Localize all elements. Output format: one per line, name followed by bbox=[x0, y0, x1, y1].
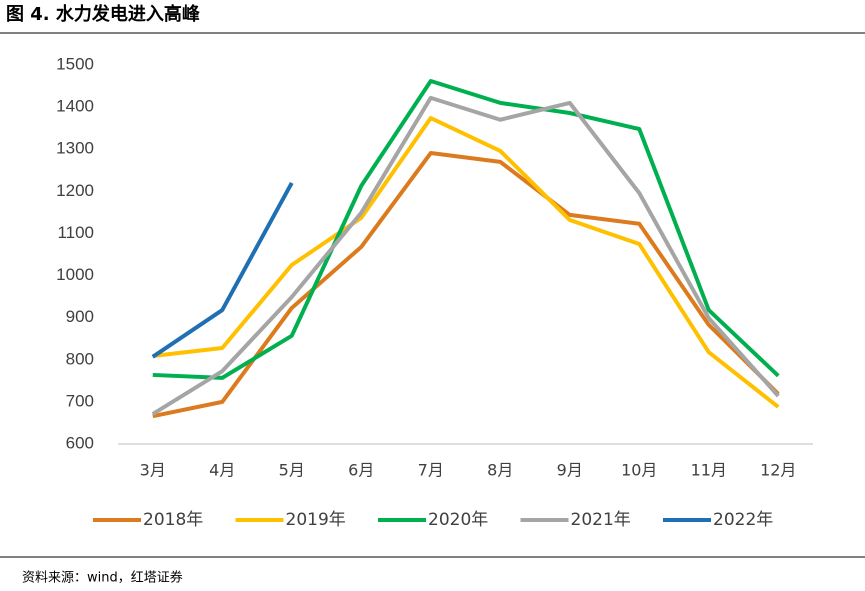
x-tick-label: 7月 bbox=[418, 461, 444, 480]
y-tick-label: 700 bbox=[66, 391, 94, 410]
legend-label: 2018年 bbox=[143, 510, 203, 530]
x-tick-label: 4月 bbox=[209, 461, 235, 480]
y-tick-label: 600 bbox=[66, 433, 94, 452]
y-tick-label: 1100 bbox=[57, 223, 94, 242]
series-line bbox=[152, 116, 780, 409]
y-tick-label: 1200 bbox=[56, 181, 94, 200]
chart-title: 图 4. 水力发电进入高峰 bbox=[6, 3, 201, 25]
legend-label: 2020年 bbox=[428, 510, 488, 530]
x-tick-label: 9月 bbox=[557, 461, 583, 480]
source: 资料来源：wind，红塔证券 bbox=[22, 570, 183, 586]
series-line bbox=[151, 95, 780, 416]
y-tick-label: 800 bbox=[66, 349, 94, 368]
x-tick-label: 10月 bbox=[621, 461, 657, 480]
legend-label: 2022年 bbox=[713, 510, 773, 530]
x-tick-label: 11月 bbox=[691, 461, 727, 480]
y-tick-label: 1300 bbox=[56, 139, 94, 158]
x-tick-label: 8月 bbox=[487, 461, 513, 480]
x-tick-label: 3月 bbox=[140, 461, 166, 480]
series-line bbox=[152, 151, 780, 419]
x-tick-label: 6月 bbox=[348, 461, 374, 480]
x-tick-label: 5月 bbox=[279, 461, 305, 480]
legend-label: 2021年 bbox=[571, 510, 631, 530]
y-tick-label: 1000 bbox=[56, 265, 94, 284]
series-line bbox=[152, 79, 780, 380]
y-tick-label: 1500 bbox=[56, 54, 94, 73]
series-line bbox=[151, 181, 294, 359]
legend-label: 2019年 bbox=[286, 510, 346, 530]
y-tick-label: 1400 bbox=[56, 97, 94, 116]
y-tick-label: 900 bbox=[66, 307, 94, 326]
x-tick-label: 12月 bbox=[760, 461, 796, 480]
